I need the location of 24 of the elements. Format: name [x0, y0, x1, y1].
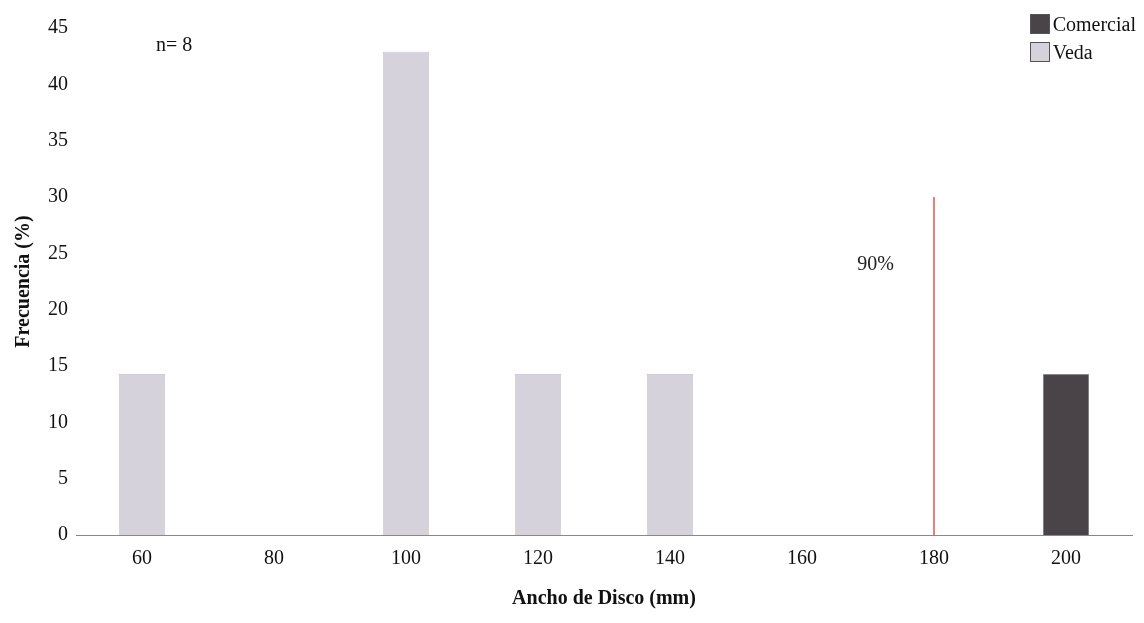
y-tick-label: 25: [48, 240, 68, 263]
y-tick-label: 10: [48, 409, 68, 432]
x-tick-label: 100: [391, 546, 421, 569]
y-axis-title: Frecuencia (%): [11, 215, 35, 348]
y-tick-label: 20: [48, 296, 68, 319]
y-tick-label: 5: [58, 465, 68, 488]
y-tick-label: 15: [48, 353, 68, 376]
x-axis-title: Ancho de Disco (mm): [512, 586, 696, 610]
ref-line-label: 90%: [857, 251, 894, 274]
y-tick-label: 30: [48, 184, 68, 207]
x-tick-label: 180: [919, 546, 949, 569]
y-tick-label: 0: [58, 522, 68, 545]
x-tick-label: 140: [655, 546, 685, 569]
x-tick-label: 160: [787, 546, 817, 569]
legend-label: Veda: [1052, 40, 1093, 64]
legend-label: Comercial: [1052, 12, 1136, 36]
y-tick-label: 35: [48, 127, 68, 150]
x-tick-label: 200: [1051, 546, 1081, 569]
annotation: n= 8: [156, 33, 193, 56]
x-tick-label: 80: [264, 546, 284, 569]
x-tick-label: 60: [132, 546, 152, 569]
y-tick-label: 45: [48, 15, 68, 38]
x-tick-label: 120: [523, 546, 553, 569]
y-tick-label: 40: [48, 71, 68, 94]
